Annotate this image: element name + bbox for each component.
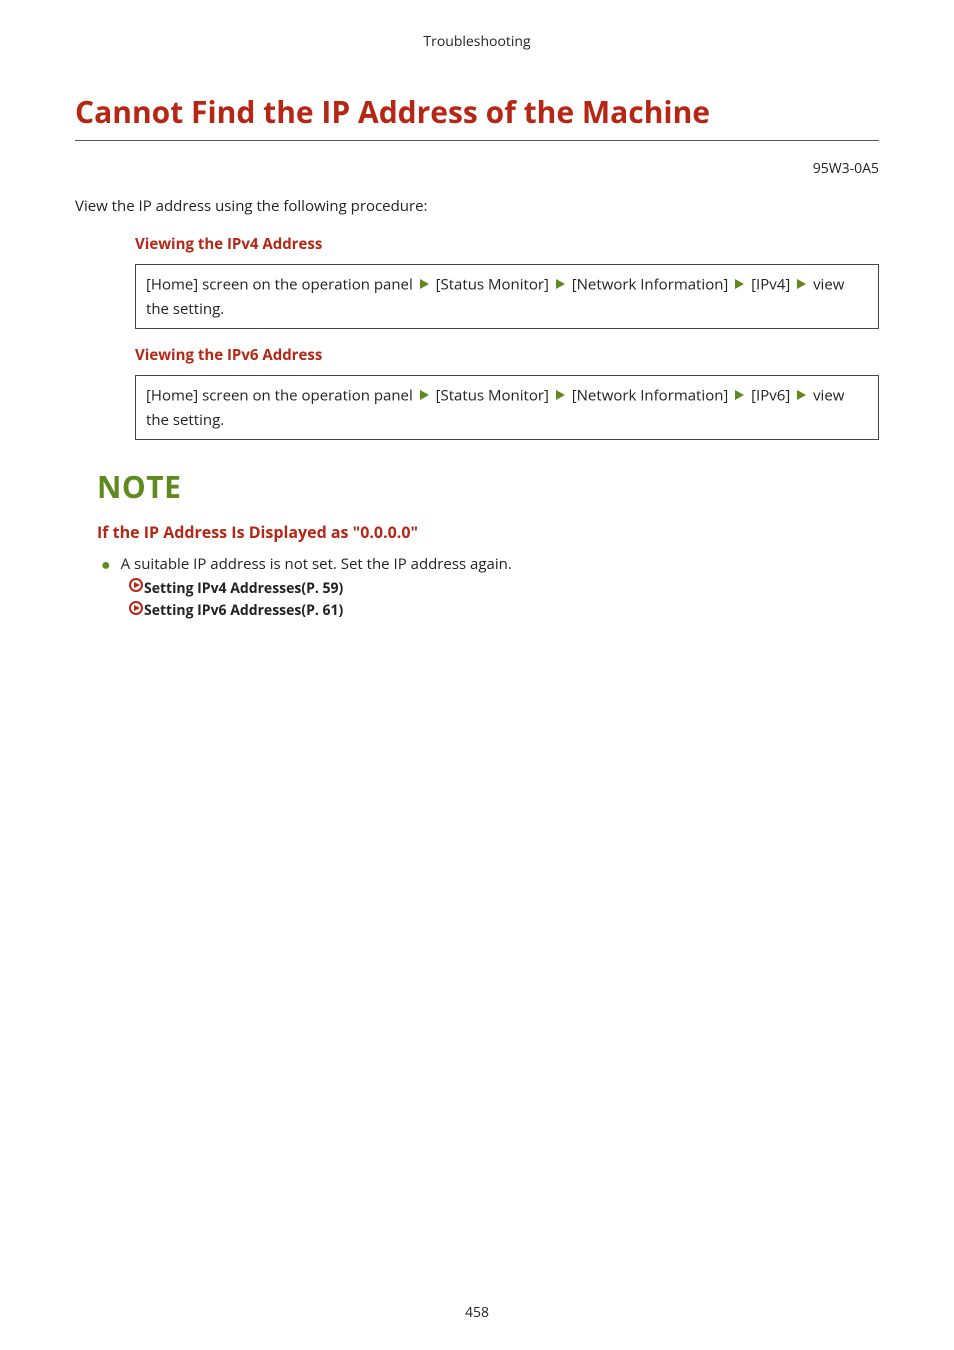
procedure-box-ipv4: [Home] screen on the operation panel [St… <box>135 264 879 329</box>
procedure-step: [Status Monitor] <box>436 274 549 294</box>
procedure-box-ipv6: [Home] screen on the operation panel [St… <box>135 375 879 440</box>
reference-link-text: Setting IPv6 Addresses(P. 61) <box>144 601 343 620</box>
page-title: Cannot Find the IP Address of the Machin… <box>75 91 879 141</box>
procedure-step: [Network Information] <box>572 274 729 294</box>
triangle-icon <box>735 273 744 296</box>
procedure-step: [Network Information] <box>572 385 729 405</box>
procedure-heading-ipv4: Viewing the IPv4 Address <box>135 234 879 254</box>
note-title: NOTE <box>97 466 879 507</box>
intro-text: View the IP address using the following … <box>75 196 879 216</box>
note-bullet-text: A suitable IP address is not set. Set th… <box>121 553 512 576</box>
triangle-icon <box>420 384 429 407</box>
document-code: 95W3-0A5 <box>75 159 879 178</box>
header-category: Troubleshooting <box>75 0 879 91</box>
triangle-icon <box>797 273 806 296</box>
procedure-step: [IPv4] <box>751 274 790 294</box>
triangle-icon <box>735 384 744 407</box>
note-subheading: If the IP Address Is Displayed as "0.0.0… <box>97 521 879 543</box>
triangle-icon <box>420 273 429 296</box>
triangle-icon <box>797 384 806 407</box>
link-icon <box>129 577 143 597</box>
document-page: Troubleshooting Cannot Find the IP Addre… <box>0 0 954 1350</box>
procedure-heading-ipv6: Viewing the IPv6 Address <box>135 345 879 365</box>
note-block: NOTE If the IP Address Is Displayed as "… <box>97 466 879 621</box>
bullet-icon: ● <box>101 554 111 574</box>
procedure-step: [Home] screen on the operation panel <box>146 385 413 405</box>
triangle-icon <box>556 384 565 407</box>
reference-link-text: Setting IPv4 Addresses(P. 59) <box>144 579 343 598</box>
reference-link-ipv6[interactable]: Setting IPv6 Addresses(P. 61) <box>129 600 879 621</box>
procedure-step: [Status Monitor] <box>436 385 549 405</box>
reference-link-ipv4[interactable]: Setting IPv4 Addresses(P. 59) <box>129 578 879 599</box>
note-bullet: ● A suitable IP address is not set. Set … <box>101 553 879 576</box>
procedure-step: [IPv6] <box>751 385 790 405</box>
page-number: 458 <box>0 1303 954 1322</box>
triangle-icon <box>556 273 565 296</box>
procedure-step: [Home] screen on the operation panel <box>146 274 413 294</box>
link-icon <box>129 600 143 620</box>
